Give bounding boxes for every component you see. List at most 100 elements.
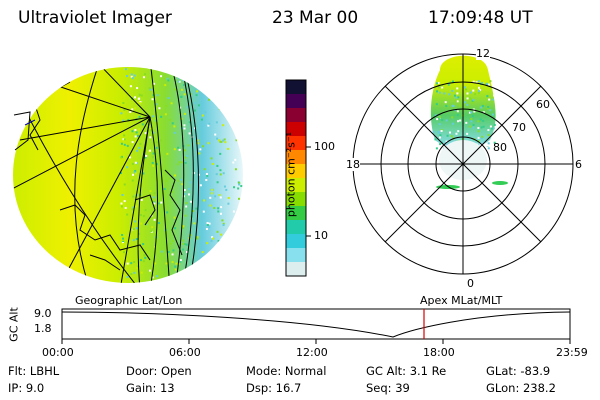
colorbar-segment xyxy=(286,150,306,165)
image-speckle xyxy=(221,106,224,109)
image-speckle xyxy=(481,81,484,84)
image-speckle xyxy=(125,75,128,78)
image-speckle xyxy=(246,257,248,259)
image-speckle xyxy=(246,273,248,275)
image-speckle xyxy=(245,114,247,116)
image-speckle xyxy=(185,202,188,205)
image-speckle xyxy=(224,236,227,239)
image-speckle xyxy=(131,162,134,165)
image-speckle xyxy=(229,245,232,248)
image-speckle xyxy=(477,80,480,83)
image-speckle xyxy=(212,285,214,287)
image-speckle xyxy=(122,119,125,122)
image-speckle xyxy=(186,63,188,65)
image-speckle xyxy=(218,75,221,78)
image-speckle xyxy=(129,85,132,88)
lat-label-80: 80 xyxy=(493,141,507,154)
image-speckle xyxy=(222,288,224,290)
image-speckle xyxy=(196,75,199,78)
image-speckle xyxy=(205,77,208,80)
image-speckle xyxy=(160,250,163,253)
image-speckle xyxy=(441,118,444,121)
image-speckle xyxy=(123,143,126,146)
image-speckle xyxy=(128,67,131,69)
image-speckle xyxy=(131,130,134,133)
image-speckle xyxy=(222,222,225,225)
image-speckle xyxy=(481,104,484,107)
image-speckle xyxy=(466,132,469,135)
image-speckle xyxy=(435,103,438,106)
image-speckle xyxy=(466,92,469,95)
image-speckle xyxy=(196,237,199,240)
image-speckle xyxy=(123,183,126,186)
timeline-x-tick: 12:00 xyxy=(296,346,328,359)
image-speckle xyxy=(244,135,246,137)
image-speckle xyxy=(192,127,195,130)
image-speckle xyxy=(123,134,126,137)
colorbar-label-10: 10 xyxy=(314,229,328,242)
image-speckle xyxy=(131,77,134,80)
image-speckle xyxy=(221,74,224,77)
image-speckle xyxy=(177,146,180,149)
image-speckle xyxy=(241,212,243,215)
image-speckle xyxy=(134,220,137,223)
image-speckle xyxy=(152,94,155,97)
glat-info: GLat: -83.9 xyxy=(486,364,551,378)
image-speckle xyxy=(491,98,494,101)
image-speckle xyxy=(126,213,129,216)
image-speckle xyxy=(124,206,127,209)
image-speckle xyxy=(171,240,174,243)
image-speckle xyxy=(172,249,175,252)
image-speckle xyxy=(183,188,186,191)
image-speckle xyxy=(155,103,158,106)
image-speckle xyxy=(155,146,158,149)
image-speckle xyxy=(239,82,242,85)
image-speckle xyxy=(450,135,453,138)
image-speckle xyxy=(249,275,251,277)
image-speckle xyxy=(211,162,214,165)
colorbar-unit-label: photon cm⁻²s⁻¹ xyxy=(284,131,298,218)
image-speckle xyxy=(469,97,472,100)
image-speckle xyxy=(212,287,214,289)
image-speckle xyxy=(188,121,191,124)
image-speckle xyxy=(241,229,243,232)
image-speckle xyxy=(207,98,210,101)
colorbar-segment xyxy=(286,262,306,277)
image-speckle xyxy=(444,101,447,104)
image-speckle xyxy=(225,188,228,191)
lat-label-70: 70 xyxy=(512,121,526,134)
image-speckle xyxy=(182,225,185,228)
image-speckle xyxy=(120,285,122,287)
image-speckle xyxy=(185,205,188,208)
image-speckle xyxy=(138,146,141,149)
image-speckle xyxy=(453,94,456,97)
image-speckle xyxy=(472,80,475,83)
image-speckle xyxy=(193,222,196,225)
image-speckle xyxy=(134,169,137,172)
colorbar-segment xyxy=(286,136,306,151)
image-speckle xyxy=(436,118,439,121)
image-speckle xyxy=(165,262,168,265)
image-speckle xyxy=(239,86,242,89)
image-speckle xyxy=(126,275,129,278)
image-speckle xyxy=(489,80,492,83)
image-speckle xyxy=(152,152,155,155)
image-speckle xyxy=(207,73,210,76)
image-speckle xyxy=(470,118,473,121)
image-speckle xyxy=(477,140,480,143)
image-speckle xyxy=(142,215,145,218)
image-speckle xyxy=(469,125,472,128)
image-speckle xyxy=(207,124,210,127)
image-speckle xyxy=(239,104,242,107)
image-speckle xyxy=(139,102,142,105)
image-speckle xyxy=(183,62,185,64)
image-speckle xyxy=(246,79,248,81)
image-speckle xyxy=(478,90,481,93)
image-speckle xyxy=(238,183,241,186)
colorbar-segment xyxy=(286,122,306,137)
image-speckle xyxy=(477,126,480,129)
image-speckle xyxy=(138,115,141,118)
image-speckle xyxy=(151,226,154,229)
image-speckle xyxy=(153,82,156,85)
image-speckle xyxy=(219,169,222,172)
